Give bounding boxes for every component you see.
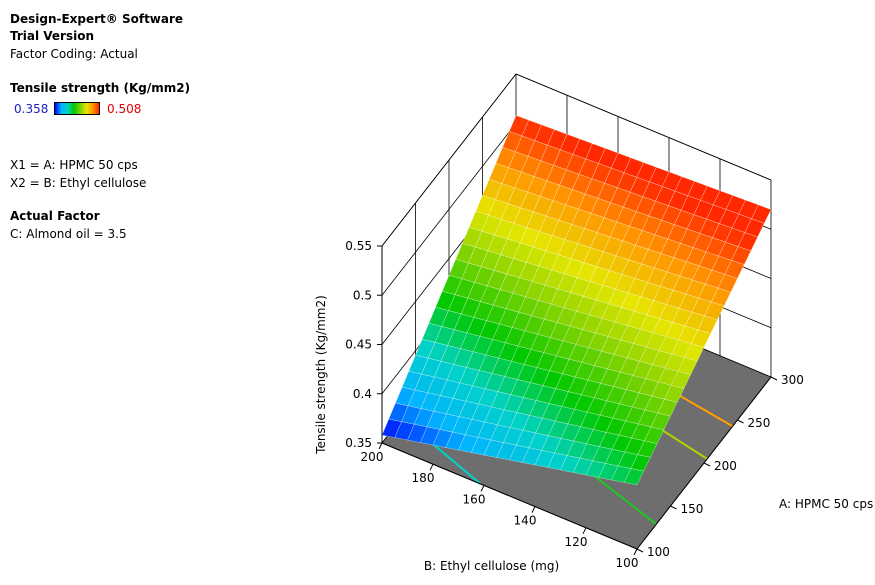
colorbar-min-label: 0.358 [14,102,49,116]
axis-b [381,442,638,550]
axis-b-tick-label: 200 [361,450,384,464]
axis-b-tick [429,463,434,471]
wall-gridline [381,123,517,296]
axis-b-tick-label: 120 [565,535,588,549]
actual-factor-value: C: Almond oil = 3.5 [10,227,127,241]
axis-z-tick-label: 0.55 [345,239,372,253]
wall-gridline [381,73,517,247]
axis-a-tick-label: 250 [748,416,771,430]
plot-axes: 1001502002503001001201401601802000.350.4… [314,239,875,573]
axis-b-tick [633,548,638,556]
axis-a-tick [636,548,644,553]
factor-coding-label: Factor Coding: Actual [10,47,138,61]
colorbar-max-label: 0.508 [107,102,142,116]
axis-z-tick-label: 0.5 [353,288,372,302]
surface-cell [624,468,644,486]
axis-b-tick-label: 100 [616,556,639,570]
axis-a-tick [737,419,744,424]
axis-b-tick [582,527,587,535]
axis-a-title: A: HPMC 50 cps (mg) [779,497,875,511]
factor-x1-label: X1 = A: HPMC 50 cps [10,158,138,172]
axis-a-tick-label: 150 [681,502,704,516]
axis-b-tick [378,442,383,450]
axis-z-tick-label: 0.4 [353,387,372,401]
axis-b-tick [531,506,536,513]
colorbar [54,102,100,115]
axis-z-tick-label: 0.35 [345,436,372,450]
actual-factor-heading: Actual Factor [10,209,100,223]
axis-a-tick-label: 100 [647,545,670,559]
axis-a-tick-label: 200 [714,459,737,473]
axis-a-tick [670,505,677,510]
response-title: Tensile strength (Kg/mm2) [10,81,191,95]
axis-b-tick-label: 160 [463,492,486,506]
axis-a-tick [703,462,711,467]
axis-b-tick-label: 140 [514,514,537,528]
factor-x2-label: X2 = B: Ethyl cellulose [10,176,147,190]
version-label: Trial Version [10,29,95,43]
wall-gridline [515,73,772,181]
software-title: Design-Expert® Software [10,12,184,26]
axis-a-tick-label: 300 [781,373,804,387]
axis-b-tick [480,485,485,492]
response-surface [381,115,772,486]
axis-b-tick-label: 180 [412,471,435,485]
axis-b-title: B: Ethyl cellulose (mg) [424,559,559,573]
axis-a-tick [770,376,778,381]
axis-z-tick-label: 0.45 [345,338,372,352]
axis-z-title: Tensile strength (Kg/mm2) [314,295,328,455]
